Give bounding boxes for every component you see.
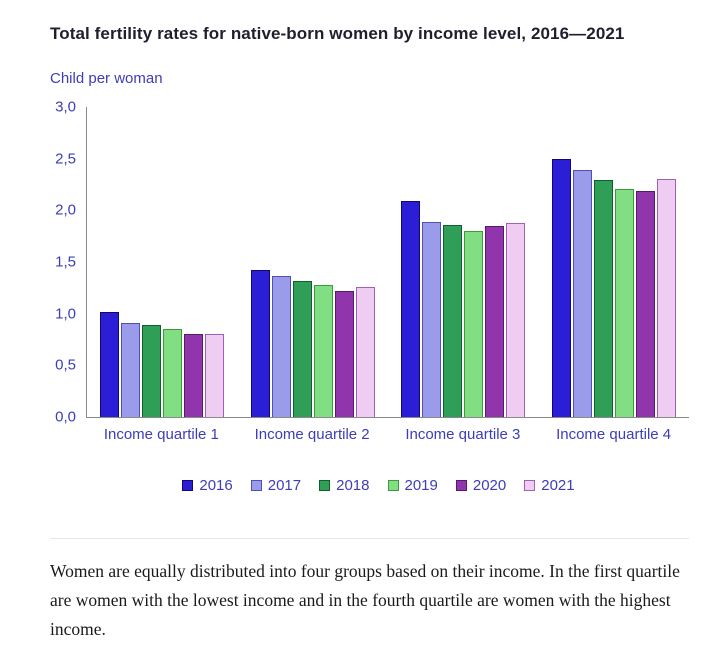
x-axis-label-quartile-4: Income quartile 4	[556, 426, 672, 443]
x-axis-labels: Income quartile 1 Income quartile 2 Income…	[86, 426, 689, 443]
legend-swatch-2019	[387, 480, 399, 491]
bar-2020-quartile-1	[184, 334, 204, 417]
bar-2021-quartile-1	[205, 334, 225, 417]
y-tick-label: 2,5	[55, 150, 76, 168]
bar-2016-quartile-3	[401, 201, 421, 417]
legend-item-2017: 2017	[250, 477, 302, 494]
bar-2016-quartile-4	[551, 158, 571, 417]
bar-2017-quartile-4	[572, 170, 592, 417]
bar-group-quartile-4	[539, 107, 690, 417]
legend-label-2021: 2021	[541, 477, 575, 494]
y-tick-label: 2,0	[55, 201, 76, 219]
bar-2019-quartile-1	[163, 329, 183, 417]
bar-2019-quartile-3	[464, 231, 484, 417]
legend-item-2021: 2021	[524, 477, 575, 494]
bar-2021-quartile-4	[656, 179, 676, 417]
legend-swatch-2021	[524, 480, 536, 491]
x-axis-label-quartile-2: Income quartile 2	[254, 426, 370, 443]
legend-swatch-2018	[319, 480, 331, 491]
bar-2019-quartile-4	[614, 188, 634, 417]
bar-2020-quartile-2	[334, 290, 354, 417]
bar-group-quartile-3	[388, 107, 539, 417]
y-tick-label: 0,5	[55, 356, 76, 374]
legend-label-2020: 2020	[472, 477, 507, 494]
legend-swatch-2020	[455, 480, 467, 491]
chart-description: Women are equally distributed into four …	[50, 538, 689, 644]
bar-2017-quartile-3	[422, 221, 442, 417]
y-tick-label: 1,5	[55, 253, 76, 271]
bar-2019-quartile-2	[313, 284, 333, 417]
legend-label-2019: 2019	[404, 477, 438, 494]
bar-2018-quartile-2	[292, 280, 312, 417]
bar-2020-quartile-4	[635, 190, 655, 417]
bar-group-quartile-2	[238, 107, 389, 417]
bar-2017-quartile-2	[271, 276, 291, 417]
bar-2017-quartile-1	[121, 322, 141, 417]
legend-swatch-2017	[250, 480, 262, 491]
y-tick-label: 1,0	[55, 305, 76, 323]
bar-2018-quartile-1	[142, 325, 162, 417]
legend-item-2016: 2016	[182, 477, 233, 494]
bar-2018-quartile-3	[443, 224, 463, 417]
legend-label-2018: 2018	[336, 477, 370, 494]
bar-2016-quartile-2	[250, 270, 270, 417]
y-tick-label: 3,0	[55, 98, 76, 116]
bar-2016-quartile-1	[100, 311, 120, 417]
legend-label-2017: 2017	[267, 477, 302, 494]
chart-title: Total fertility rates for native-born wo…	[50, 24, 625, 43]
fertility-bar-chart: 3,0 2,5 2,0 1,5 1,0 0,5 0,0	[50, 99, 689, 426]
x-axis-label-quartile-1: Income quartile 1	[103, 426, 219, 443]
x-axis-label-quartile-3: Income quartile 3	[405, 426, 521, 443]
bar-2020-quartile-3	[485, 225, 505, 417]
plot-area	[86, 107, 689, 418]
legend-item-2018: 2018	[319, 477, 370, 494]
y-axis-title: Child per woman	[50, 70, 163, 87]
legend-label-2016: 2016	[199, 477, 233, 494]
legend-item-2020: 2020	[455, 477, 507, 494]
legend-swatch-2016	[182, 480, 194, 491]
bar-group-quartile-1	[87, 107, 238, 417]
y-tick-label: 0,0	[55, 408, 76, 426]
bar-2018-quartile-4	[593, 180, 613, 417]
bar-2021-quartile-2	[355, 286, 375, 417]
bar-2021-quartile-3	[506, 222, 526, 417]
legend-item-2019: 2019	[387, 477, 438, 494]
y-axis: 3,0 2,5 2,0 1,5 1,0 0,5 0,0	[50, 99, 86, 426]
legend: 2016 2017 2018 2019 2020 2021	[68, 477, 689, 494]
